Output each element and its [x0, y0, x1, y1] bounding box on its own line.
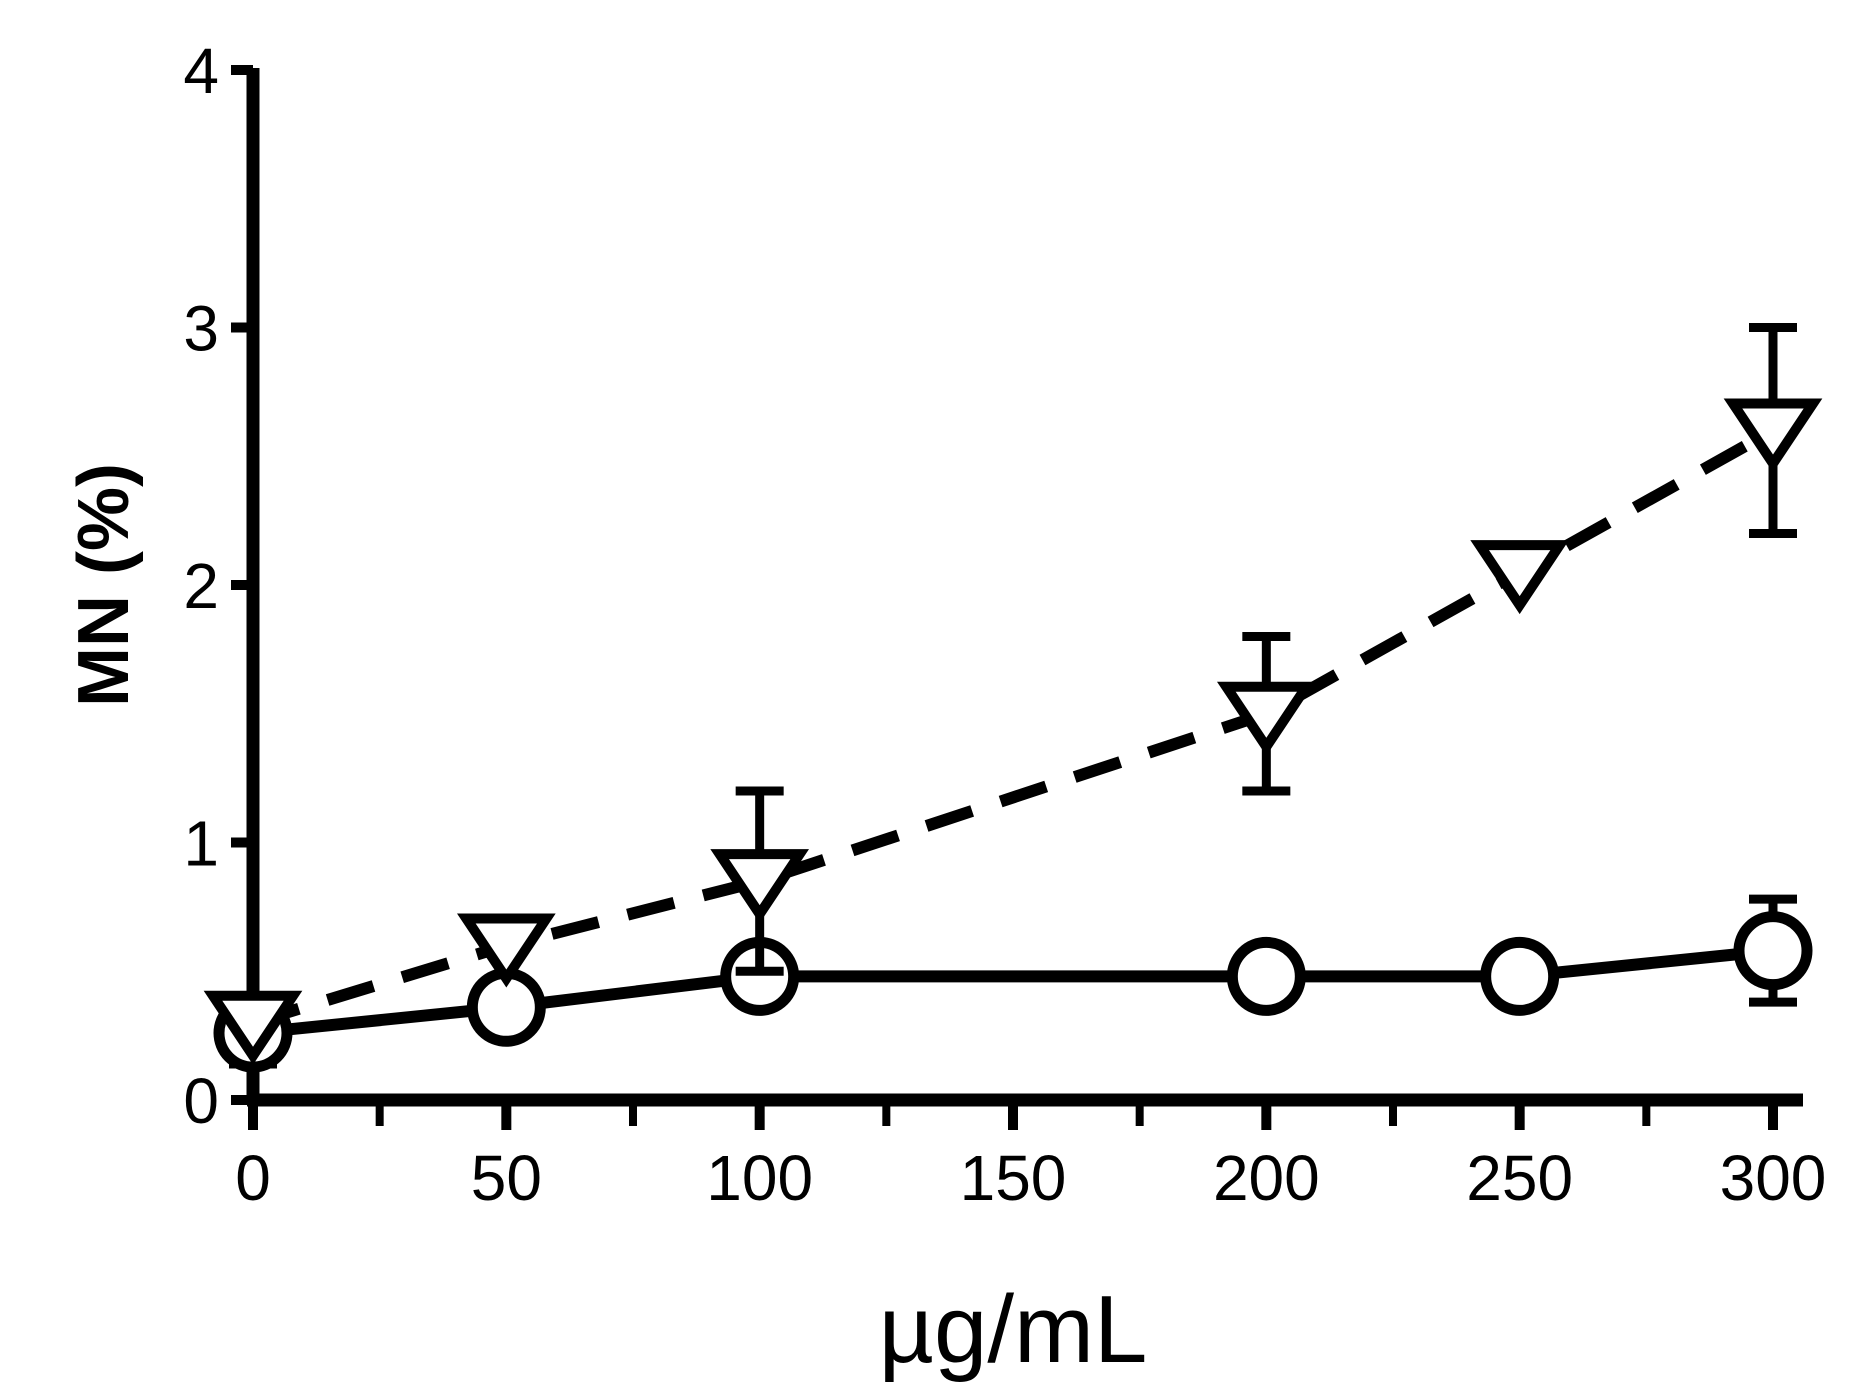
- data-point-triangle: [1216, 681, 1316, 756]
- data-point-triangle: [710, 849, 810, 924]
- data-point-triangle: [1470, 540, 1570, 615]
- y-tick-label: 0: [183, 1065, 219, 1137]
- y-tick-label: 1: [183, 808, 219, 880]
- series-line: [252, 944, 1774, 1039]
- series-layer: [203, 323, 1823, 1073]
- data-point-triangle: [203, 990, 303, 1065]
- x-tick-label: 50: [471, 1142, 542, 1214]
- axes: [231, 65, 1803, 1130]
- x-tick-label: 300: [1720, 1142, 1827, 1214]
- x-tick-label: 0: [235, 1142, 271, 1214]
- data-point-triangle: [1723, 398, 1823, 473]
- x-tick-label: 150: [960, 1142, 1067, 1214]
- series-circle: [213, 894, 1813, 1073]
- data-point-circle: [1480, 936, 1560, 1016]
- x-tick-label: 250: [1466, 1142, 1573, 1214]
- data-point-circle: [1733, 911, 1813, 991]
- x-tick-label: 200: [1213, 1142, 1320, 1214]
- data-point-circle: [1226, 936, 1306, 1016]
- labels: 0 1 2 3 4 0 50 100 150 200 250 300 µg/mL MN (%): [64, 35, 1826, 1383]
- data-point-triangle: [456, 913, 556, 988]
- series-triangle-down: [203, 323, 1823, 1065]
- y-tick-label: 2: [183, 550, 219, 622]
- x-tick-label: 100: [706, 1142, 813, 1214]
- y-axis-title: MN (%): [64, 463, 144, 707]
- series-line: [251, 425, 1776, 1029]
- y-tick-label: 4: [183, 35, 219, 107]
- x-axis-title: µg/mL: [879, 1276, 1148, 1383]
- y-tick-label: 3: [183, 293, 219, 365]
